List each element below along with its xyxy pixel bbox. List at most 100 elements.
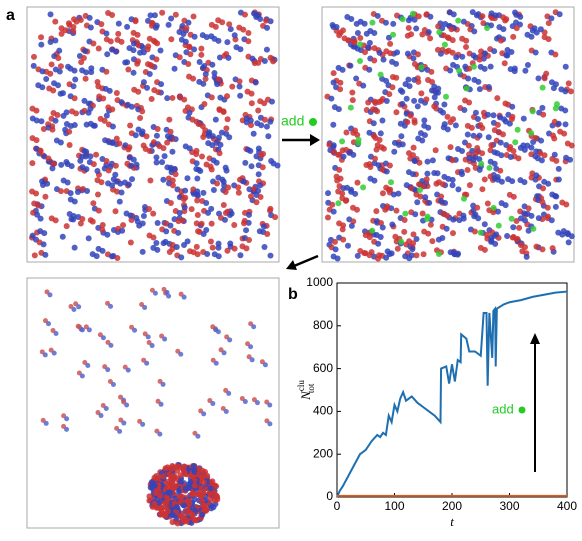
particle bbox=[521, 210, 528, 217]
particle bbox=[555, 165, 562, 172]
particle bbox=[223, 167, 230, 174]
particle bbox=[454, 251, 461, 258]
series-line bbox=[336, 290, 568, 498]
particle bbox=[414, 103, 421, 110]
y-tick-label: 600 bbox=[313, 361, 333, 375]
annotation: add bbox=[492, 401, 514, 416]
particle bbox=[223, 409, 229, 415]
particle bbox=[395, 141, 402, 148]
particle bbox=[78, 59, 85, 66]
particle bbox=[500, 131, 507, 138]
plot-frame bbox=[336, 282, 568, 498]
particle bbox=[202, 75, 209, 82]
particle bbox=[203, 34, 210, 41]
particle bbox=[484, 200, 491, 207]
particle bbox=[403, 95, 410, 102]
particle bbox=[330, 148, 337, 155]
particle bbox=[153, 132, 160, 139]
particle bbox=[376, 49, 383, 56]
particle bbox=[95, 45, 102, 52]
particle bbox=[173, 244, 180, 251]
particle bbox=[47, 70, 54, 77]
particle bbox=[407, 112, 414, 119]
particle bbox=[214, 81, 221, 88]
particle bbox=[225, 54, 232, 61]
particle bbox=[348, 186, 355, 193]
particle bbox=[101, 117, 108, 124]
particle bbox=[371, 30, 378, 37]
particle bbox=[408, 31, 415, 38]
particle bbox=[248, 90, 255, 97]
particle bbox=[387, 179, 394, 186]
particle bbox=[401, 228, 408, 235]
particle bbox=[339, 147, 346, 154]
particle bbox=[99, 226, 106, 233]
particle bbox=[145, 334, 151, 340]
particle bbox=[191, 46, 198, 53]
particle bbox=[411, 117, 418, 124]
particle bbox=[146, 70, 153, 77]
particle bbox=[118, 99, 125, 106]
particle bbox=[195, 433, 201, 439]
particle bbox=[254, 400, 260, 406]
particle bbox=[533, 29, 540, 36]
particle bbox=[227, 26, 234, 33]
particle bbox=[139, 248, 146, 255]
particle bbox=[479, 150, 486, 157]
particle bbox=[510, 147, 517, 154]
particle bbox=[47, 39, 54, 46]
x-tick-label: 0 bbox=[334, 499, 341, 513]
particle bbox=[497, 37, 504, 44]
particle bbox=[30, 53, 37, 60]
particle bbox=[410, 55, 417, 62]
particle bbox=[434, 170, 441, 177]
particle bbox=[103, 68, 110, 75]
particle bbox=[343, 129, 350, 136]
particle bbox=[342, 197, 349, 204]
particle bbox=[174, 467, 181, 474]
particle bbox=[41, 230, 48, 237]
particle bbox=[224, 93, 231, 100]
particle bbox=[261, 244, 268, 251]
particle bbox=[66, 141, 73, 148]
particle bbox=[38, 41, 45, 48]
particle bbox=[362, 49, 369, 56]
particle bbox=[128, 162, 135, 169]
particle bbox=[447, 144, 454, 151]
particle bbox=[351, 38, 358, 45]
particle bbox=[383, 168, 390, 175]
particle bbox=[413, 252, 420, 259]
particle bbox=[563, 201, 570, 208]
particle bbox=[173, 504, 180, 511]
particle bbox=[540, 185, 547, 192]
particle bbox=[552, 51, 559, 58]
particle bbox=[191, 516, 198, 523]
particle bbox=[228, 210, 235, 217]
particle bbox=[263, 123, 270, 130]
particle bbox=[512, 139, 519, 146]
particle bbox=[130, 69, 137, 76]
particle bbox=[109, 106, 116, 113]
particle bbox=[177, 478, 184, 485]
particle bbox=[567, 156, 574, 163]
particle bbox=[191, 482, 198, 489]
particle bbox=[425, 124, 432, 131]
particle bbox=[170, 481, 177, 488]
particle bbox=[183, 24, 190, 31]
particle bbox=[90, 40, 97, 47]
particle bbox=[127, 122, 134, 129]
particle bbox=[109, 123, 116, 130]
particle bbox=[167, 128, 174, 135]
particle bbox=[47, 11, 54, 18]
particle bbox=[334, 177, 341, 184]
particle bbox=[481, 221, 488, 228]
particle bbox=[95, 207, 102, 214]
particle bbox=[29, 160, 36, 167]
particle bbox=[83, 69, 90, 76]
particle bbox=[274, 162, 281, 169]
particle bbox=[510, 224, 517, 231]
particle bbox=[473, 149, 480, 156]
particle bbox=[344, 242, 351, 249]
particle bbox=[401, 217, 408, 224]
particle bbox=[71, 244, 78, 251]
